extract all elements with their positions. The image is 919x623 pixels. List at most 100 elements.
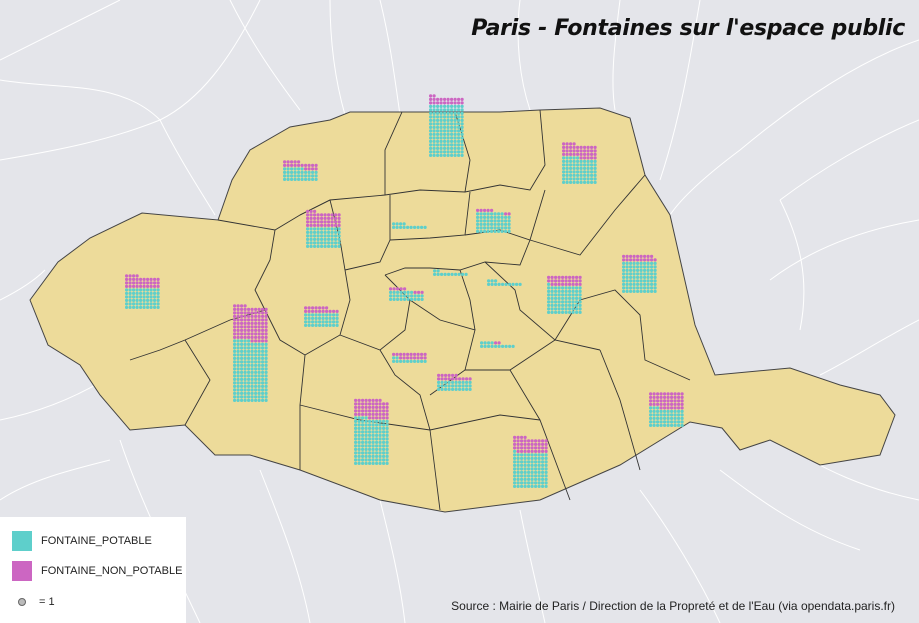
- dot-non-potable: [233, 332, 237, 336]
- dot-potable: [247, 374, 251, 378]
- dot-non-potable: [313, 220, 317, 224]
- dot-potable: [457, 153, 461, 157]
- dot-non-potable: [565, 152, 569, 156]
- dot-potable: [236, 356, 240, 360]
- dot-potable: [420, 297, 424, 301]
- dot-potable: [327, 241, 331, 245]
- dot-non-potable: [327, 220, 331, 224]
- dot-potable: [233, 384, 237, 388]
- dot-non-potable: [409, 352, 413, 356]
- dot-potable: [450, 111, 454, 115]
- dot-potable: [153, 298, 157, 302]
- dot-potable: [500, 226, 504, 230]
- dot-non-potable: [562, 149, 566, 153]
- dot-potable: [432, 118, 436, 122]
- dot-potable: [593, 180, 597, 184]
- dot-non-potable: [583, 145, 587, 149]
- dot-potable: [497, 226, 501, 230]
- dot-non-potable: [402, 352, 406, 356]
- dot-potable: [652, 416, 656, 420]
- dot-potable: [622, 275, 626, 279]
- dot-potable: [254, 374, 258, 378]
- dot-non-potable: [375, 405, 379, 409]
- dot-potable: [513, 456, 517, 460]
- legend-item-unit: = 1: [12, 596, 55, 608]
- dot-non-potable: [261, 321, 265, 325]
- waffle-arr-18: [429, 94, 464, 157]
- dot-potable: [433, 272, 437, 276]
- dot-potable: [561, 286, 565, 290]
- dot-non-potable: [378, 405, 382, 409]
- dot-potable: [402, 222, 406, 226]
- dot-non-potable: [354, 409, 358, 413]
- dot-non-potable: [320, 220, 324, 224]
- dot-potable: [236, 346, 240, 350]
- dot-potable: [240, 346, 244, 350]
- dot-non-potable: [649, 395, 653, 399]
- dot-potable: [257, 360, 261, 364]
- dot-non-potable: [527, 439, 531, 443]
- dot-potable: [254, 367, 258, 371]
- dot-non-potable: [593, 156, 597, 160]
- dot-potable: [396, 294, 400, 298]
- dot-potable: [530, 474, 534, 478]
- dot-non-potable: [680, 402, 684, 406]
- dot-potable: [233, 363, 237, 367]
- dot-non-potable: [321, 309, 325, 313]
- dot-potable: [557, 296, 561, 300]
- dot-potable: [364, 426, 368, 430]
- dot-non-potable: [304, 163, 308, 167]
- dot-non-potable: [240, 311, 244, 315]
- dot-non-potable: [670, 402, 674, 406]
- dot-non-potable: [264, 328, 268, 332]
- dot-potable: [432, 146, 436, 150]
- dot-potable: [673, 420, 677, 424]
- dot-non-potable: [357, 405, 361, 409]
- unit-dot-icon: [18, 598, 26, 606]
- map-title: Paris - Fontaines sur l'espace public: [471, 16, 905, 41]
- dot-potable: [264, 356, 268, 360]
- dot-potable: [382, 426, 386, 430]
- dot-non-potable: [656, 395, 660, 399]
- dot-potable: [385, 423, 389, 427]
- dot-potable: [457, 146, 461, 150]
- dot-potable: [534, 460, 538, 464]
- dot-potable: [371, 426, 375, 430]
- dot-non-potable: [483, 208, 487, 212]
- dot-non-potable: [446, 101, 450, 105]
- dot-potable: [375, 430, 379, 434]
- dot-potable: [406, 290, 410, 294]
- dot-potable: [316, 237, 320, 241]
- dot-potable: [240, 353, 244, 357]
- dot-non-potable: [544, 446, 548, 450]
- dot-non-potable: [128, 274, 132, 278]
- dot-potable: [629, 268, 633, 272]
- dot-potable: [516, 484, 520, 488]
- dot-potable: [321, 313, 325, 317]
- dot-potable: [378, 444, 382, 448]
- dot-potable: [450, 136, 454, 140]
- dot-non-potable: [337, 223, 341, 227]
- dot-potable: [332, 320, 336, 324]
- dot-potable: [307, 320, 311, 324]
- dot-non-potable: [257, 307, 261, 311]
- dot-potable: [451, 387, 455, 391]
- dot-non-potable: [649, 392, 653, 396]
- dot-potable: [479, 222, 483, 226]
- dot-non-potable: [572, 152, 576, 156]
- dot-potable: [361, 454, 365, 458]
- dot-potable: [371, 451, 375, 455]
- dot-non-potable: [653, 258, 657, 262]
- dot-potable: [446, 108, 450, 112]
- dot-potable: [439, 132, 443, 136]
- dot-non-potable: [460, 101, 464, 105]
- dot-potable: [247, 398, 251, 402]
- dot-potable: [516, 474, 520, 478]
- dot-potable: [417, 294, 421, 298]
- dot-potable: [125, 295, 129, 299]
- dot-non-potable: [544, 449, 548, 453]
- dot-potable: [571, 303, 575, 307]
- dot-potable: [250, 363, 254, 367]
- dot-potable: [354, 437, 358, 441]
- dot-potable: [257, 353, 261, 357]
